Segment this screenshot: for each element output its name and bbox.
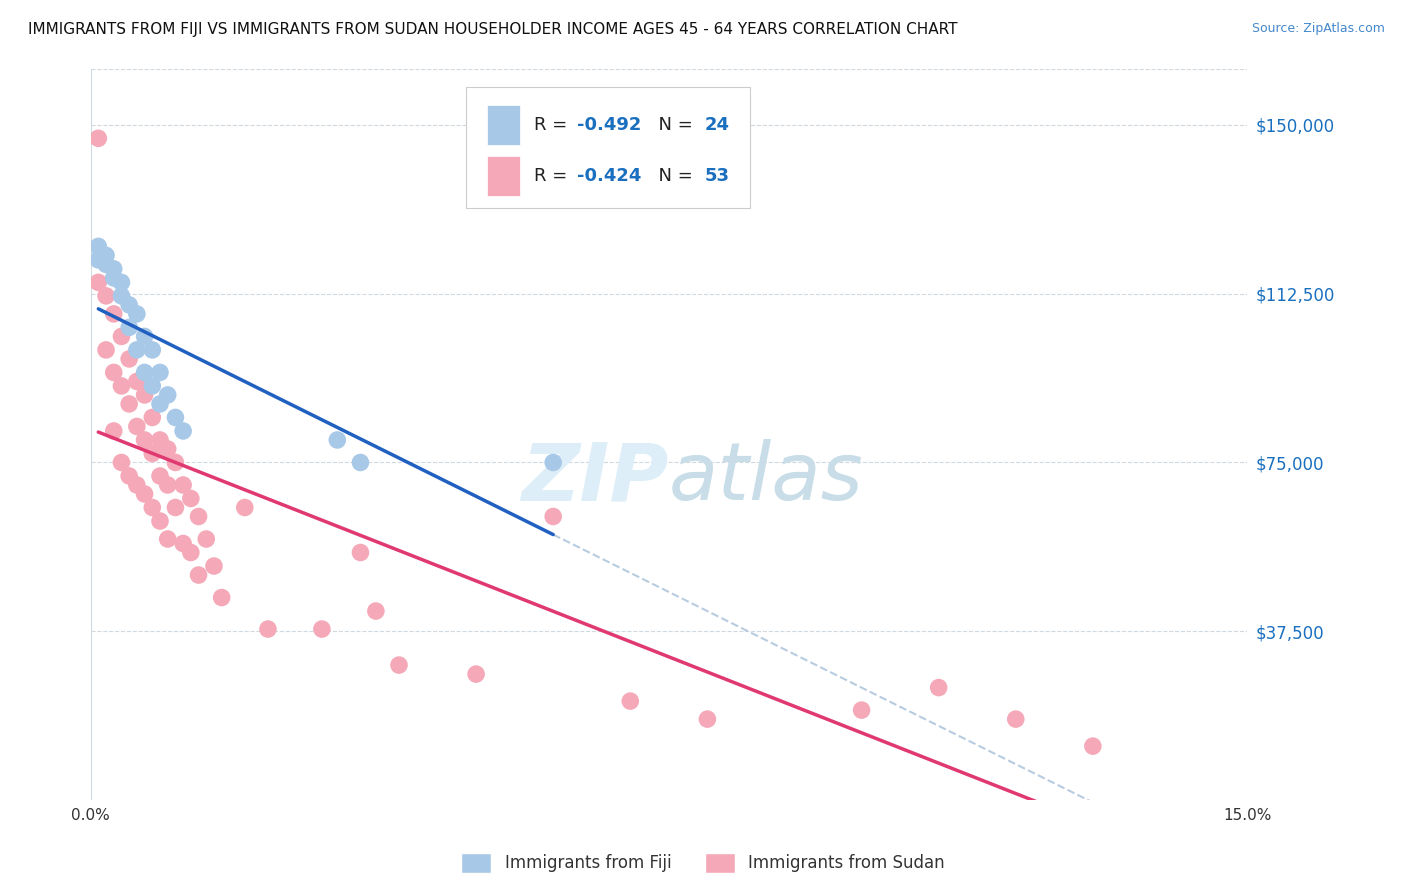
- Text: N =: N =: [647, 116, 699, 134]
- Point: [125, 478, 148, 492]
- Point: [118, 397, 141, 411]
- Point: [187, 509, 209, 524]
- Point: [149, 433, 172, 447]
- Point: [326, 433, 349, 447]
- Point: [172, 478, 194, 492]
- FancyBboxPatch shape: [467, 87, 749, 208]
- Point: [928, 681, 950, 695]
- Point: [125, 343, 148, 357]
- Point: [110, 289, 132, 303]
- FancyBboxPatch shape: [488, 104, 520, 145]
- Point: [110, 329, 132, 343]
- Point: [541, 509, 564, 524]
- Point: [165, 410, 187, 425]
- Point: [619, 694, 641, 708]
- Point: [118, 320, 141, 334]
- Legend: Immigrants from Fiji, Immigrants from Sudan: Immigrants from Fiji, Immigrants from Su…: [454, 847, 952, 880]
- Point: [349, 545, 371, 559]
- Text: -0.492: -0.492: [578, 116, 643, 134]
- Text: 24: 24: [704, 116, 730, 134]
- Point: [103, 424, 125, 438]
- Point: [94, 248, 117, 262]
- Text: Source: ZipAtlas.com: Source: ZipAtlas.com: [1251, 22, 1385, 36]
- Point: [311, 622, 333, 636]
- Point: [110, 276, 132, 290]
- Point: [696, 712, 718, 726]
- Point: [388, 658, 411, 673]
- Point: [87, 239, 110, 253]
- Point: [103, 271, 125, 285]
- Text: -0.424: -0.424: [578, 167, 643, 185]
- Text: N =: N =: [647, 167, 699, 185]
- Point: [1081, 739, 1104, 753]
- Point: [94, 343, 117, 357]
- Point: [149, 366, 172, 380]
- Text: IMMIGRANTS FROM FIJI VS IMMIGRANTS FROM SUDAN HOUSEHOLDER INCOME AGES 45 - 64 YE: IMMIGRANTS FROM FIJI VS IMMIGRANTS FROM …: [28, 22, 957, 37]
- Point: [149, 397, 172, 411]
- Point: [118, 351, 141, 366]
- Point: [172, 536, 194, 550]
- Point: [156, 532, 179, 546]
- Point: [180, 491, 202, 506]
- Point: [125, 375, 148, 389]
- Point: [165, 500, 187, 515]
- Point: [202, 559, 225, 574]
- Point: [149, 514, 172, 528]
- Point: [541, 455, 564, 469]
- Point: [134, 388, 156, 402]
- Point: [187, 568, 209, 582]
- Point: [156, 478, 179, 492]
- Point: [349, 455, 371, 469]
- Point: [118, 298, 141, 312]
- Point: [94, 257, 117, 271]
- Point: [1004, 712, 1026, 726]
- Point: [94, 289, 117, 303]
- Point: [110, 455, 132, 469]
- Point: [195, 532, 218, 546]
- Point: [118, 469, 141, 483]
- FancyBboxPatch shape: [488, 156, 520, 196]
- Point: [134, 366, 156, 380]
- Point: [141, 343, 163, 357]
- Point: [125, 419, 148, 434]
- Point: [156, 388, 179, 402]
- Point: [87, 276, 110, 290]
- Point: [257, 622, 280, 636]
- Point: [149, 469, 172, 483]
- Text: R =: R =: [533, 167, 572, 185]
- Point: [141, 379, 163, 393]
- Text: atlas: atlas: [669, 439, 863, 517]
- Text: ZIP: ZIP: [522, 439, 669, 517]
- Point: [87, 131, 110, 145]
- Point: [103, 307, 125, 321]
- Point: [110, 379, 132, 393]
- Point: [141, 500, 163, 515]
- Point: [233, 500, 256, 515]
- Text: 53: 53: [704, 167, 730, 185]
- Point: [103, 261, 125, 276]
- Point: [211, 591, 233, 605]
- Point: [465, 667, 488, 681]
- Point: [180, 545, 202, 559]
- Point: [172, 424, 194, 438]
- Point: [134, 329, 156, 343]
- Point: [125, 307, 148, 321]
- Point: [156, 442, 179, 456]
- Point: [134, 433, 156, 447]
- Point: [141, 446, 163, 460]
- Point: [103, 366, 125, 380]
- Point: [165, 455, 187, 469]
- Text: R =: R =: [533, 116, 572, 134]
- Point: [134, 487, 156, 501]
- Point: [851, 703, 873, 717]
- Point: [364, 604, 387, 618]
- Point: [87, 252, 110, 267]
- Point: [141, 410, 163, 425]
